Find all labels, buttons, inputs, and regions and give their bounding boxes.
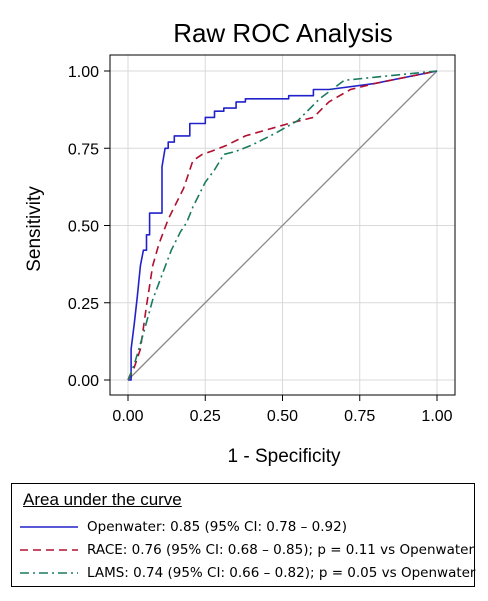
series-line-1: [128, 70, 438, 381]
x-tick-label: 0.50: [267, 408, 298, 425]
x-tick-label: 0.75: [344, 408, 375, 425]
legend-label-lams: LAMS: 0.74 (95% CI: 0.66 – 0.82); p = 0.…: [87, 565, 476, 581]
x-tick-labels: 0.00 0.25 0.50 0.75 1.00: [112, 395, 453, 425]
y-tick-label: 1.00: [68, 64, 99, 81]
reference-line: [127, 70, 438, 381]
y-tick-label: 0.00: [68, 373, 99, 390]
roc-chart: Raw ROC Analysis 0.00 0.25 0.50 0.75 1.00 0.…: [24, 18, 456, 467]
legend-swatch-race: [20, 549, 78, 551]
x-tick-label: 1.00: [421, 408, 452, 425]
series-line-2: [127, 70, 438, 381]
legend-item-lams: LAMS: 0.74 (95% CI: 0.66 – 0.82); p = 0.…: [20, 563, 476, 585]
chart-title: Raw ROC Analysis: [173, 18, 393, 48]
legend-label-race: RACE: 0.76 (95% CI: 0.68 – 0.85); p = 0.…: [87, 542, 474, 558]
y-tick-labels: 0.00 0.25 0.50 0.75 1.00: [68, 64, 110, 390]
grid-lines: [110, 55, 455, 395]
legend-item-openwater: Openwater: 0.85 (95% CI: 0.78 – 0.92): [20, 517, 470, 539]
legend-item-race: RACE: 0.76 (95% CI: 0.68 – 0.85); p = 0.…: [20, 540, 474, 562]
series-lines: [127, 70, 438, 381]
legend: Area under the curve Openwater: 0.85 (95…: [11, 483, 476, 587]
x-tick-label: 0.25: [190, 408, 221, 425]
x-tick-label: 0.00: [112, 408, 143, 425]
y-tick-label: 0.50: [68, 219, 99, 236]
y-tick-label: 0.75: [68, 141, 99, 158]
legend-title: Area under the curve: [23, 490, 182, 509]
y-axis-label: Sensitivity: [24, 186, 45, 272]
y-tick-label: 0.25: [68, 296, 99, 313]
reference-diagonal: [127, 70, 438, 381]
legend-label-openwater: Openwater: 0.85 (95% CI: 0.78 – 0.92): [87, 519, 348, 535]
x-axis-label: 1 - Specificity: [228, 446, 341, 467]
legend-swatch-lams: [20, 572, 78, 574]
legend-swatch-openwater: [20, 526, 78, 528]
